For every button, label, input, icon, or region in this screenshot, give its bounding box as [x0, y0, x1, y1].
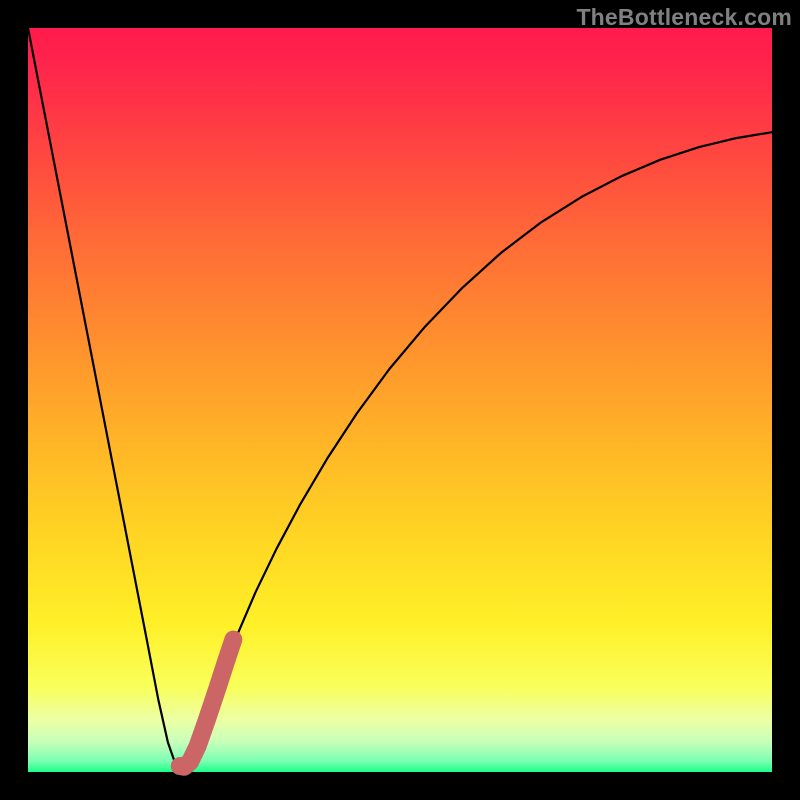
- chart-stage: TheBottleneck.com: [0, 0, 800, 800]
- bottleneck-chart: [0, 0, 800, 800]
- watermark-text: TheBottleneck.com: [576, 4, 792, 31]
